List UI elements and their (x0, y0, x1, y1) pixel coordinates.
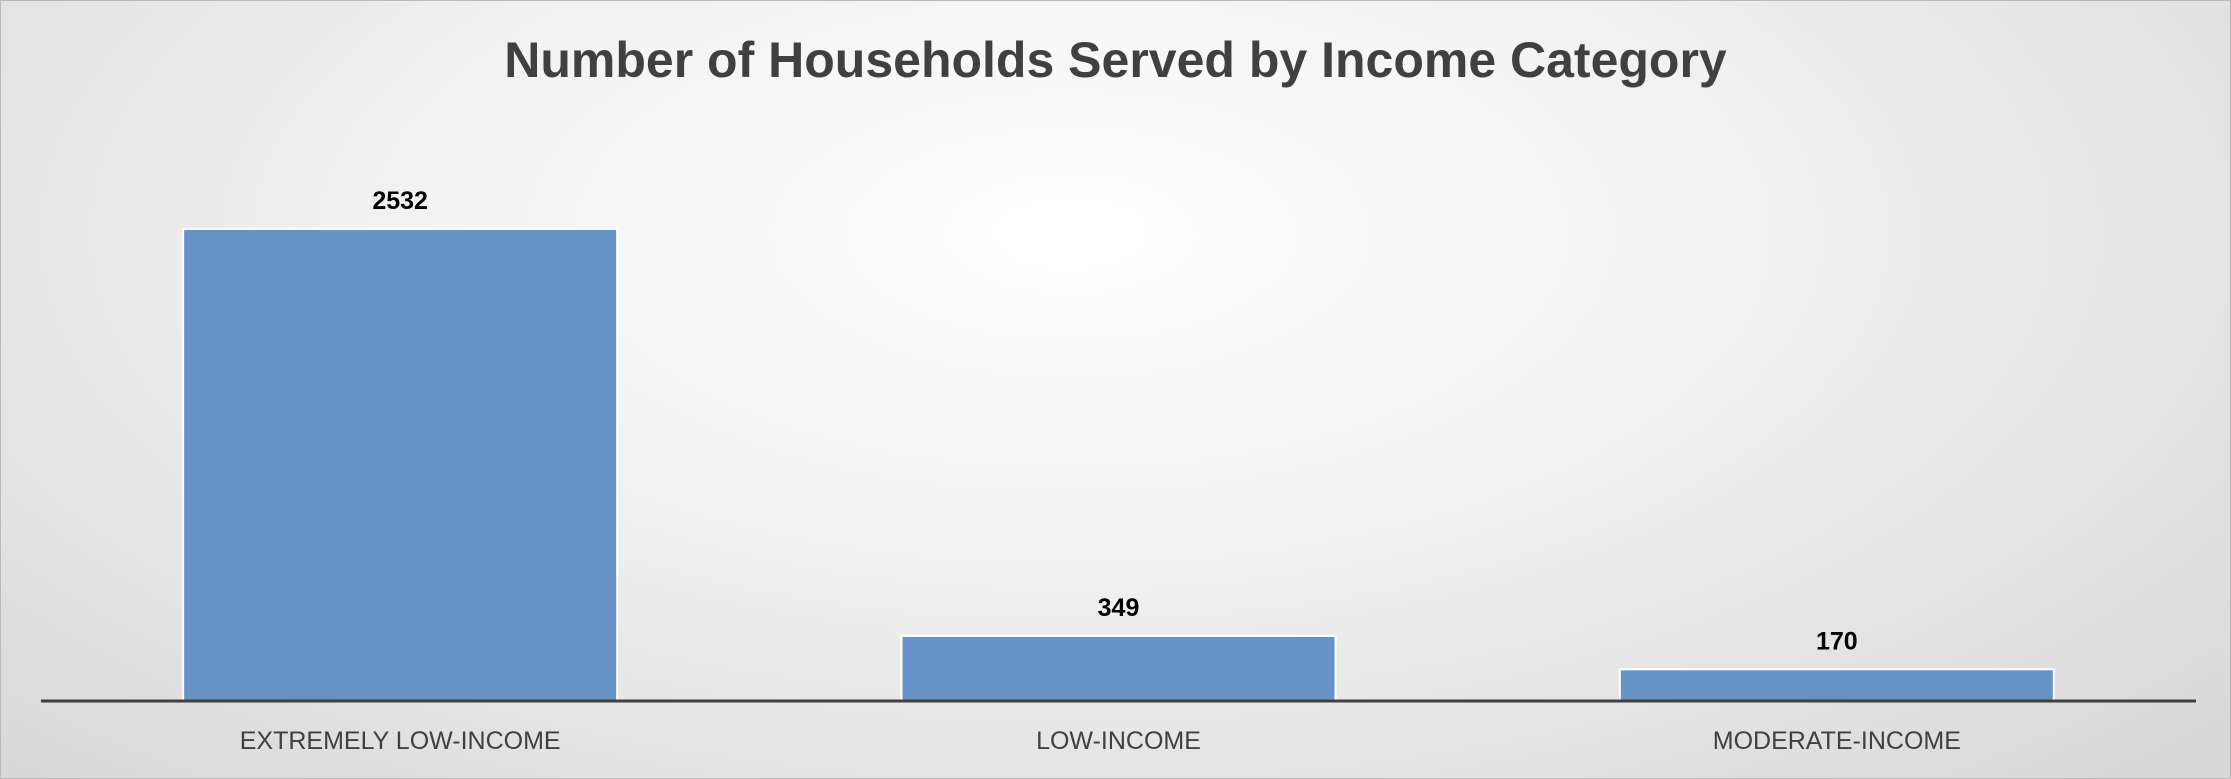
data-label-2: 349 (1098, 594, 1140, 622)
data-label-1: 2532 (372, 187, 428, 215)
data-label-3: 170 (1816, 627, 1858, 655)
bar-2 (900, 634, 1337, 702)
category-label-3: MODERATE-INCOME (1713, 727, 1961, 755)
chart-title: Number of Households Served by Income Ca… (504, 32, 1727, 88)
category-label-2: LOW-INCOME (1036, 727, 1201, 755)
category-label-1: EXTREMELY LOW-INCOME (240, 727, 561, 755)
bar-3 (1618, 668, 2055, 702)
bar-1 (182, 228, 619, 702)
